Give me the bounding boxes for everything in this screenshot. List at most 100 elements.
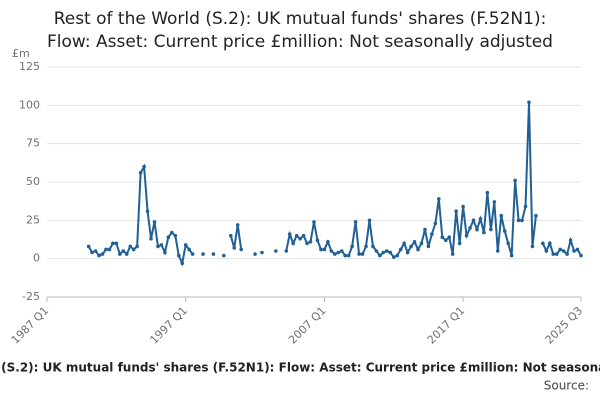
data-point <box>253 252 257 256</box>
data-point <box>90 250 94 255</box>
data-point <box>471 218 476 223</box>
data-point <box>502 229 507 233</box>
data-point <box>391 255 396 259</box>
y-tick-label: 125 <box>19 60 40 73</box>
data-point <box>235 223 240 227</box>
data-point <box>364 244 368 249</box>
data-point <box>561 249 566 253</box>
data-point <box>433 221 438 226</box>
data-point <box>336 250 341 255</box>
y-tick-label: 0 <box>33 252 40 265</box>
data-point <box>319 247 323 252</box>
data-point <box>107 247 112 252</box>
y-tick-label: 50 <box>26 175 40 188</box>
data-point <box>118 252 122 256</box>
data-point <box>454 209 458 213</box>
chart-title: Rest of the World (S.2): UK mutual funds… <box>54 9 547 29</box>
data-point <box>294 233 299 238</box>
data-point <box>124 252 129 256</box>
data-point <box>131 247 136 252</box>
data-point <box>405 250 410 255</box>
data-point <box>527 100 531 105</box>
data-point <box>135 244 139 249</box>
data-point <box>395 253 400 258</box>
data-point <box>388 250 393 255</box>
data-point <box>509 253 514 258</box>
data-point <box>579 253 583 258</box>
data-point <box>371 244 375 249</box>
data-point <box>547 241 552 246</box>
data-point <box>333 252 337 256</box>
x-tick-label: 1987 Q1 <box>9 304 52 347</box>
data-point <box>222 253 226 258</box>
data-point <box>485 190 490 195</box>
data-point <box>312 220 316 224</box>
data-point <box>187 247 191 252</box>
data-point <box>523 204 528 209</box>
data-point <box>350 244 354 249</box>
data-point <box>551 252 556 256</box>
data-point <box>190 252 195 256</box>
data-point <box>374 249 379 253</box>
data-point <box>232 246 237 250</box>
data-point <box>201 252 205 256</box>
data-point <box>142 164 146 169</box>
data-point <box>176 253 181 258</box>
data-point <box>346 253 351 258</box>
data-point <box>152 220 157 224</box>
data-point <box>464 233 469 238</box>
data-point <box>443 238 448 243</box>
data-point <box>128 244 133 249</box>
data-point <box>489 227 493 232</box>
data-point <box>544 249 549 253</box>
data-point <box>440 235 445 239</box>
data-point <box>534 213 538 218</box>
y-tick-label: 75 <box>26 137 40 150</box>
x-tick-label: 2007 Q1 <box>286 304 329 347</box>
data-point <box>572 249 576 253</box>
data-point <box>541 241 545 246</box>
y-tick-label: 25 <box>26 213 40 226</box>
data-point <box>353 220 358 224</box>
data-point <box>260 250 264 255</box>
data-point <box>506 241 510 246</box>
data-point <box>274 249 278 253</box>
data-point <box>423 227 427 232</box>
x-tick-label: 2025 Q3 <box>543 304 586 347</box>
data-point <box>437 197 441 201</box>
data-point <box>499 213 504 218</box>
data-point <box>447 235 452 239</box>
data-point <box>381 250 386 255</box>
data-point <box>516 218 521 223</box>
data-point <box>145 209 150 213</box>
data-point <box>558 247 562 252</box>
data-point <box>378 253 382 258</box>
data-point <box>419 241 424 246</box>
data-point <box>326 240 330 244</box>
data-point <box>343 253 348 258</box>
data-point <box>97 253 101 258</box>
data-point <box>291 241 295 246</box>
data-point <box>159 243 164 247</box>
data-point <box>495 249 500 253</box>
data-point <box>100 252 105 256</box>
data-point <box>475 227 479 232</box>
data-point <box>461 204 465 209</box>
data-point <box>482 230 486 235</box>
data-point <box>93 249 98 253</box>
data-point <box>183 243 188 247</box>
data-point <box>86 244 91 249</box>
y-tick-label: -25 <box>22 290 40 303</box>
data-point <box>360 252 365 256</box>
data-point <box>111 241 115 246</box>
data-point <box>568 238 573 243</box>
y-axis-label: £m <box>12 47 30 60</box>
data-point <box>287 232 292 236</box>
data-point <box>301 233 306 238</box>
data-point <box>308 240 313 244</box>
data-point <box>412 240 417 244</box>
data-point <box>554 252 559 256</box>
data-point <box>492 200 497 204</box>
